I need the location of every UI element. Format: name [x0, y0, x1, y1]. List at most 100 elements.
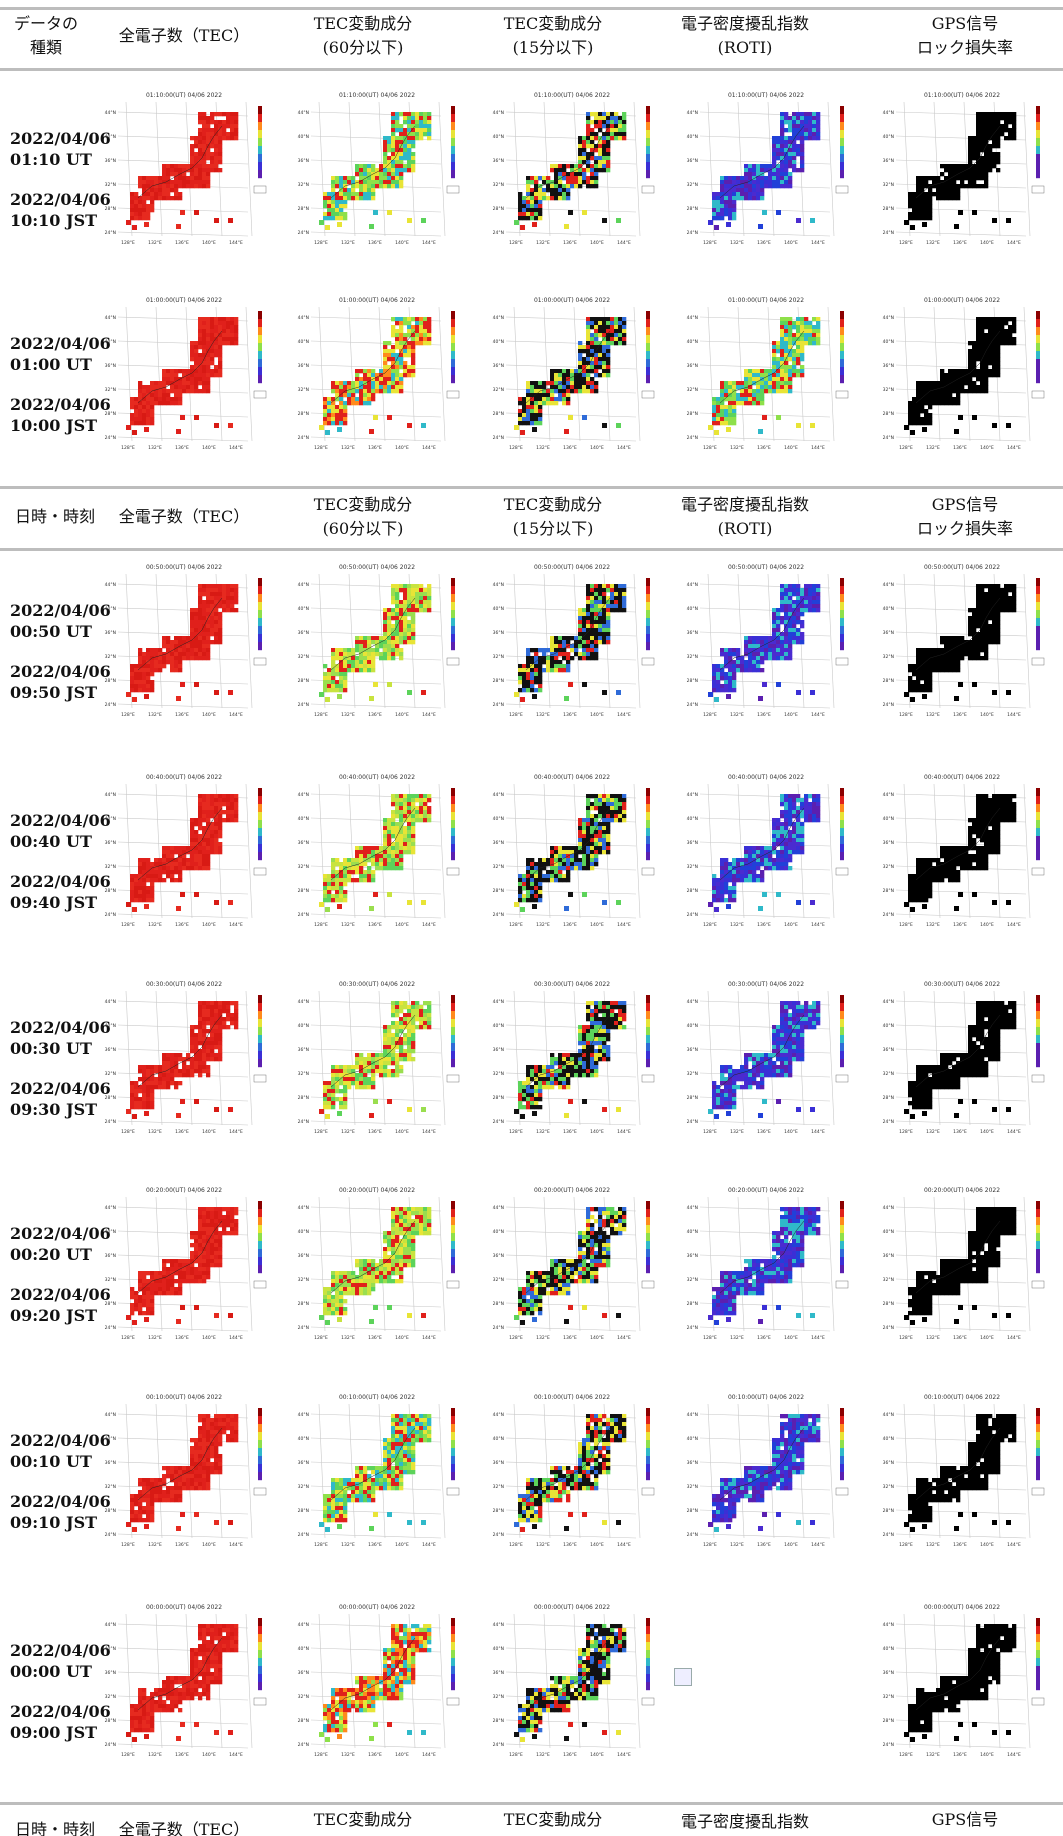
lat-tick-label: 32°N	[105, 1694, 116, 1700]
lat-tick-label: 36°N	[298, 158, 309, 164]
lat-tick-label: 32°N	[883, 1694, 894, 1700]
map-title: 00:00:00(UT) 04/06 2022	[146, 1604, 222, 1611]
header-gps-lock-loss: GPS信号 ロック損失率	[916, 495, 1013, 538]
lat-tick-label: 24°N	[298, 435, 309, 441]
lat-tick-label: 36°N	[493, 630, 504, 636]
datetime-text: 00:10 UT	[10, 1452, 92, 1471]
lat-tick-label: 36°N	[687, 363, 698, 369]
lon-tick-label: 144°E	[422, 1752, 436, 1758]
lon-tick-label: 132°E	[341, 240, 355, 246]
lon-tick-label: 132°E	[148, 1752, 162, 1758]
lat-tick-label: 24°N	[105, 435, 116, 441]
lat-tick-label: 24°N	[883, 230, 894, 236]
lat-tick-label: 32°N	[493, 1484, 504, 1490]
header-datetime: 日時・時刻	[14, 507, 95, 526]
lat-tick-label: 40°N	[883, 606, 894, 612]
lon-tick-label: 136°E	[175, 1129, 189, 1135]
lat-tick-label: 24°N	[105, 230, 116, 236]
lon-tick-label: 144°E	[617, 445, 631, 451]
lat-tick-label: 36°N	[105, 363, 116, 369]
lat-tick-label: 28°N	[105, 1095, 116, 1101]
lat-tick-label: 24°N	[298, 912, 309, 918]
lat-tick-label: 32°N	[493, 654, 504, 660]
lon-tick-label: 144°E	[811, 1335, 825, 1341]
tec-map: 00:00:00(UT) 04/06 2022 44°N 40°N 36°N 32°N 2…	[100, 1602, 268, 1772]
lat-tick-label: 36°N	[105, 1670, 116, 1676]
lat-tick-label: 24°N	[105, 1742, 116, 1748]
map-title: 00:20:00(UT) 04/06 2022	[924, 1187, 1000, 1194]
lat-tick-label: 44°N	[883, 999, 894, 1005]
lat-tick-label: 40°N	[298, 1646, 309, 1652]
lat-tick-label: 40°N	[493, 1229, 504, 1235]
lon-tick-label: 128°E	[314, 712, 328, 718]
lat-tick-label: 44°N	[687, 792, 698, 798]
datetime-label: 2022/04/06 00:20 UT 2022/04/06 09:20 JST	[10, 1223, 111, 1326]
datetime-label: 2022/04/06 00:30 UT 2022/04/06 09:30 JST	[10, 1017, 111, 1120]
lat-tick-label: 28°N	[105, 1508, 116, 1514]
lat-tick-label: 36°N	[883, 363, 894, 369]
map-title: 00:40:00(UT) 04/06 2022	[146, 774, 222, 781]
tec-60min-map: 00:20:00(UT) 04/06 2022 44°N 40°N 36°N 32°N 2…	[293, 1185, 461, 1355]
lat-tick-label: 40°N	[687, 134, 698, 140]
lat-tick-label: 44°N	[883, 1205, 894, 1211]
lat-tick-label: 36°N	[105, 158, 116, 164]
lat-tick-label: 24°N	[493, 1742, 504, 1748]
lat-tick-label: 28°N	[105, 206, 116, 212]
datetime-text: 2022/04/06	[10, 1702, 111, 1721]
lat-tick-label: 40°N	[105, 339, 116, 345]
lat-tick-label: 36°N	[298, 1047, 309, 1053]
lat-tick-label: 28°N	[687, 411, 698, 417]
lon-tick-label: 128°E	[899, 1542, 913, 1548]
tec-15min-map: 00:00:00(UT) 04/06 2022 44°N 40°N 36°N 32°N 2…	[488, 1602, 656, 1772]
gps-lock-loss-map: 00:00:00(UT) 04/06 2022 44°N 40°N 36°N 32°N 2…	[878, 1602, 1046, 1772]
lat-tick-label: 28°N	[105, 678, 116, 684]
datetime-text: 2022/04/06	[10, 129, 111, 148]
lon-tick-label: 132°E	[341, 712, 355, 718]
lat-tick-label: 32°N	[493, 182, 504, 188]
datetime-label: 2022/04/06 00:10 UT 2022/04/06 09:10 JST	[10, 1430, 111, 1533]
header-tec: 全電子数（TEC）	[118, 26, 250, 45]
datetime-text: 2022/04/06	[10, 1492, 111, 1511]
gps-lock-loss-map: 00:30:00(UT) 04/06 2022 44°N 40°N 36°N 32°N 2…	[878, 979, 1046, 1149]
lat-tick-label: 32°N	[298, 1694, 309, 1700]
lon-tick-label: 128°E	[899, 922, 913, 928]
lon-tick-label: 140°E	[980, 1752, 994, 1758]
lon-tick-label: 136°E	[953, 1129, 967, 1135]
lon-tick-label: 140°E	[590, 712, 604, 718]
lat-tick-label: 44°N	[493, 999, 504, 1005]
header-tec-60: TEC変動成分 (60分以下)	[313, 14, 413, 57]
tec-map-svg: 01:10:00(UT) 04/06 2022 44°N 40°N 36°N 32°N 2…	[298, 92, 460, 246]
lat-tick-label: 32°N	[883, 1277, 894, 1283]
lat-tick-label: 28°N	[298, 411, 309, 417]
tec-map: 01:10:00(UT) 04/06 2022 44°N 40°N 36°N 32°N 2…	[100, 90, 268, 260]
lat-tick-label: 24°N	[298, 230, 309, 236]
lat-tick-label: 44°N	[105, 999, 116, 1005]
lat-tick-label: 44°N	[493, 1412, 504, 1418]
tec-15min-map: 00:30:00(UT) 04/06 2022 44°N 40°N 36°N 32°N 2…	[488, 979, 656, 1149]
datetime-text: 2022/04/06	[10, 872, 111, 891]
datetime-text: 00:40 UT	[10, 832, 92, 851]
tec-60min-map: 00:10:00(UT) 04/06 2022 44°N 40°N 36°N 32°N 2…	[293, 1392, 461, 1562]
lon-tick-label: 136°E	[563, 1542, 577, 1548]
lat-tick-label: 40°N	[298, 1229, 309, 1235]
lat-tick-label: 36°N	[687, 630, 698, 636]
lat-tick-label: 44°N	[687, 582, 698, 588]
lon-tick-label: 132°E	[536, 240, 550, 246]
map-title: 00:10:00(UT) 04/06 2022	[534, 1394, 610, 1401]
lon-tick-label: 136°E	[368, 240, 382, 246]
lat-tick-label: 32°N	[105, 387, 116, 393]
tec-60min-map: 00:50:00(UT) 04/06 2022 44°N 40°N 36°N 32°N 2…	[293, 562, 461, 732]
lat-tick-label: 24°N	[105, 912, 116, 918]
lon-tick-label: 136°E	[953, 922, 967, 928]
lat-tick-label: 44°N	[493, 315, 504, 321]
lat-tick-label: 24°N	[883, 435, 894, 441]
lon-tick-label: 132°E	[926, 445, 940, 451]
lat-tick-label: 44°N	[493, 582, 504, 588]
tec-map-svg: 00:50:00(UT) 04/06 2022 44°N 40°N 36°N 32°N 2…	[105, 564, 267, 718]
header-datetime: 日時・時刻	[14, 1820, 95, 1836]
lon-tick-label: 144°E	[1007, 922, 1021, 928]
tec-60min-map: 01:00:00(UT) 04/06 2022 44°N 40°N 36°N 32°N 2…	[293, 295, 461, 465]
header-tec: 全電子数（TEC）	[118, 1820, 250, 1836]
lat-tick-label: 44°N	[883, 792, 894, 798]
map-title: 00:20:00(UT) 04/06 2022	[146, 1187, 222, 1194]
